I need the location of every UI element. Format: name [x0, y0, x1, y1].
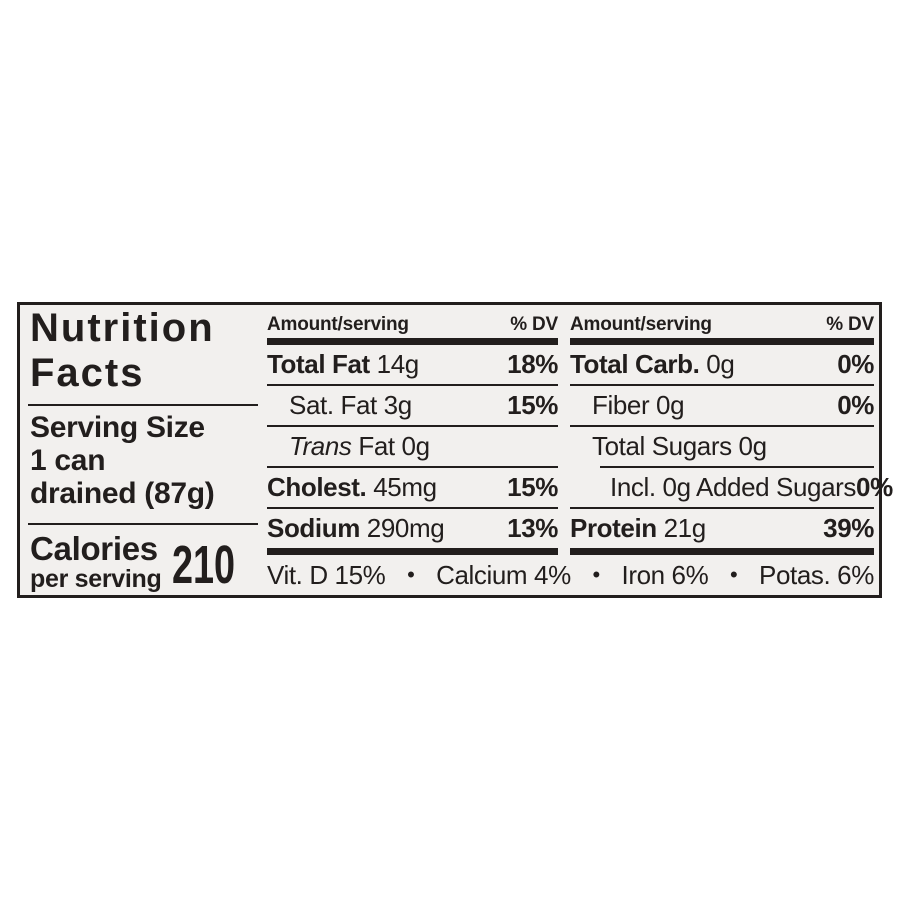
micronutrients-row: Vit. D 15% • Calcium 4% • Iron 6% • Pota… — [267, 556, 874, 594]
footer-bar — [570, 548, 874, 555]
serving-size-label: Serving Size — [30, 411, 205, 444]
row-sodium: Sodium 290mg 13% — [267, 509, 558, 548]
row-cholesterol: Cholest. 45mg 15% — [267, 468, 558, 507]
row-divider — [570, 425, 874, 427]
footer-bar — [267, 548, 558, 555]
nutrient-dv: 0% — [856, 472, 893, 502]
row-added-sugars: Incl. 0g Added Sugars 0% — [570, 468, 893, 507]
row-protein: Protein 21g 39% — [570, 509, 874, 548]
nutrient-name: Fiber 0g — [592, 390, 685, 420]
serving-size-weight: drained (87g) — [30, 477, 215, 510]
left-panel-divider — [28, 523, 258, 525]
vitamin-d-value: Vit. D 15% — [267, 559, 386, 590]
nutrient-dv: 0% — [837, 349, 874, 379]
row-divider — [600, 466, 874, 468]
nutrient-dv: 0% — [837, 390, 874, 420]
nutrient-dv: 39% — [823, 513, 874, 543]
row-total-fat: Total Fat 14g 18% — [267, 345, 558, 384]
nutrient-dv: 13% — [507, 513, 558, 543]
title-line-1: Nutrition — [30, 306, 215, 350]
nutrient-name: Trans Fat 0g — [289, 431, 430, 461]
row-fiber: Fiber 0g 0% — [570, 386, 874, 425]
nutrient-name: Total Sugars 0g — [592, 431, 767, 461]
nutrient-name: Protein 21g — [570, 513, 706, 543]
row-sat-fat: Sat. Fat 3g 15% — [267, 386, 558, 425]
row-total-sugars: Total Sugars 0g — [570, 427, 874, 466]
amount-serving-header: Amount/serving — [570, 314, 712, 335]
bullet-separator: • — [730, 562, 738, 587]
nutrient-name: Total Carb. 0g — [570, 349, 735, 379]
bullet-separator: • — [592, 562, 601, 587]
header-bar — [267, 338, 558, 345]
nutrient-name: Total Fat 14g — [267, 349, 419, 379]
calcium-value: Calcium 4% — [436, 559, 571, 590]
nutrient-column-fats: Amount/serving % DV Total Fat 14g 18% Sa… — [267, 312, 558, 555]
nutrition-facts-title: Nutrition Facts — [30, 306, 215, 396]
calories-per-serving-note: per serving — [30, 565, 162, 593]
nutrient-dv: 15% — [507, 472, 558, 502]
nutrient-column-carbs-protein: Amount/serving % DV Total Carb. 0g 0% Fi… — [570, 312, 893, 555]
column-header: Amount/serving % DV — [267, 312, 558, 338]
bullet-separator: • — [407, 562, 415, 587]
row-divider — [267, 425, 558, 427]
serving-size-quantity: 1 can — [30, 444, 106, 477]
nutrient-name: Sat. Fat 3g — [289, 390, 412, 420]
serving-size-block: Serving Size 1 can drained (87g) — [30, 411, 215, 510]
nutrient-dv: 18% — [507, 349, 558, 379]
nutrient-name: Incl. 0g Added Sugars — [610, 472, 857, 502]
percent-dv-header: % DV — [510, 314, 558, 335]
potassium-value: Potas. 6% — [759, 559, 874, 590]
iron-value: Iron 6% — [621, 559, 709, 590]
row-divider — [267, 507, 558, 509]
row-divider — [570, 384, 874, 386]
percent-dv-header: % DV — [826, 314, 874, 335]
row-total-carb: Total Carb. 0g 0% — [570, 345, 874, 384]
title-line-2: Facts — [30, 351, 145, 395]
row-divider — [267, 384, 558, 386]
nutrient-name: Cholest. 45mg — [267, 472, 437, 502]
calories-label: Calories — [30, 530, 158, 567]
header-bar — [570, 338, 874, 345]
row-trans-fat: Trans Fat 0g — [267, 427, 558, 466]
amount-serving-header: Amount/serving — [267, 314, 409, 335]
left-panel-divider — [28, 404, 258, 406]
nutrient-name: Sodium 290mg — [267, 513, 445, 543]
column-header: Amount/serving % DV — [570, 312, 874, 338]
calories-value: 210 — [172, 535, 236, 595]
nutrient-dv: 15% — [507, 390, 558, 420]
row-divider — [570, 507, 874, 509]
row-divider — [267, 466, 558, 468]
nutrition-facts-label: Nutrition Facts Serving Size 1 can drain… — [17, 302, 893, 598]
